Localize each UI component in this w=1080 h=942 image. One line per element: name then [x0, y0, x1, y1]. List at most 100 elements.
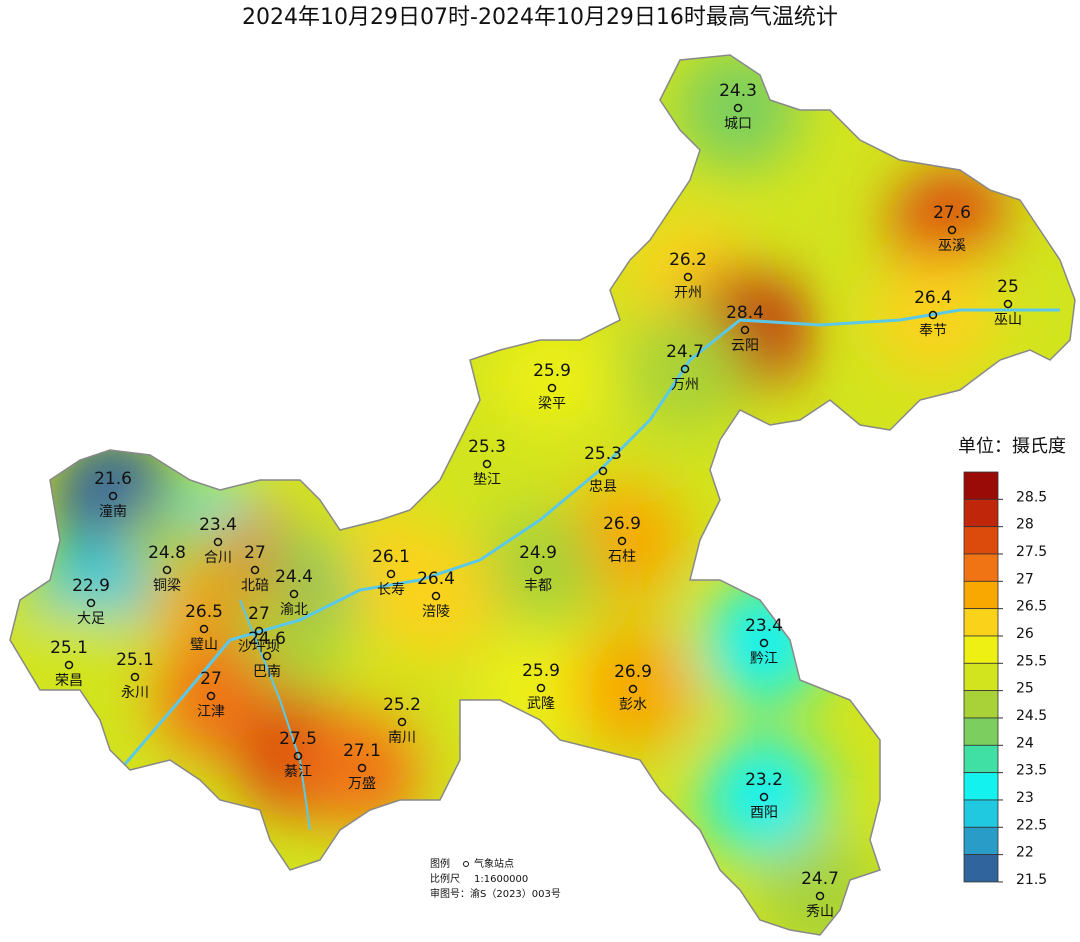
- station-marker: [431, 591, 441, 601]
- station-name: 潼南: [99, 503, 127, 520]
- station-name: 江津: [197, 704, 225, 720]
- river: [239, 599, 311, 831]
- temperature-blob: [300, 706, 424, 830]
- station-marker: [254, 626, 264, 636]
- station-marker: [617, 536, 627, 546]
- station-marker: [64, 660, 74, 670]
- station-value: 24.7: [801, 869, 839, 889]
- station-value: 25.9: [522, 661, 560, 681]
- station-value: 27.5: [279, 729, 317, 749]
- station-value: 25.1: [50, 638, 88, 658]
- colorbar-tick-label: 28.5: [1016, 489, 1047, 505]
- colorbar-tick-label: 22: [1016, 845, 1034, 861]
- scale: 1:1600000: [474, 874, 528, 885]
- station-marker: [293, 751, 303, 761]
- station-name: 大足: [77, 611, 105, 627]
- colorbar-box: [963, 772, 999, 801]
- station-value: 26.4: [914, 288, 952, 308]
- station-name: 城口: [724, 116, 752, 132]
- station-value: 27.1: [343, 741, 381, 761]
- colorbar-box: [963, 580, 999, 610]
- station-marker: [628, 684, 638, 694]
- station-value: 24.6: [248, 629, 286, 649]
- station-marker: [815, 891, 825, 901]
- colorbar-tick-label: 25: [1016, 681, 1034, 697]
- station-name: 荣昌: [55, 673, 83, 689]
- station-value: 24.3: [719, 81, 757, 101]
- station-name: 璧山: [190, 636, 218, 653]
- station-value: 23.4: [199, 515, 237, 535]
- station-name: 彭水: [619, 697, 647, 713]
- station-name: 铜梁: [153, 578, 181, 594]
- station-name: 忠县: [589, 479, 617, 495]
- station-value: 24.9: [519, 543, 557, 563]
- stations: 24.3 城口 27.6 巫溪 26.2 开州 25 巫山 26.4 奉节 28.4 云阳 24.7 万州…: [50, 81, 1022, 920]
- station-value: 25.3: [468, 437, 506, 457]
- station-marker: [206, 691, 216, 701]
- station-value: 22.9: [72, 576, 110, 596]
- colorbar-tick-label: 27: [1016, 571, 1034, 587]
- station-value: 25.2: [383, 695, 421, 715]
- title: 2024年10月29日07时-2024年10月29日16时最高气温统计: [242, 5, 838, 30]
- legend: 图例 气象站点 比例尺 1:1600000 审图号：渝S（2023）003号: [430, 857, 561, 900]
- colorbar-tick-label: 28: [1016, 517, 1034, 533]
- station-marker: [1003, 299, 1013, 309]
- review-number: 审图号：渝S（2023）003号: [430, 887, 561, 900]
- station-name: 北碚: [241, 578, 269, 594]
- station-name: 奉节: [919, 323, 947, 339]
- station-value: 26.5: [185, 602, 223, 622]
- station-name: 石柱: [608, 549, 636, 565]
- colorbar-box: [963, 608, 999, 637]
- scale-label: 比例尺: [430, 872, 460, 885]
- colorbar-tick-label: 26: [1016, 626, 1034, 642]
- colorbar-tick-label: 23.5: [1016, 763, 1047, 779]
- colorbar-tick-label: 27.5: [1016, 544, 1047, 560]
- station-name: 万盛: [348, 776, 376, 792]
- station-name: 长寿: [377, 581, 405, 598]
- station-name: 万州: [671, 377, 699, 393]
- station-name: 渝北: [280, 602, 308, 618]
- colorbar-box: [963, 854, 999, 883]
- station-marker: [130, 672, 140, 682]
- colorbar-box: [963, 744, 999, 774]
- station-name: 武隆: [527, 696, 555, 712]
- station-name: 沙坪坝: [238, 639, 280, 655]
- station-value: 23.2: [745, 770, 783, 790]
- station-value: 23.4: [745, 616, 783, 636]
- temperature-blob: [702, 735, 826, 859]
- station-value: 25.3: [584, 444, 622, 464]
- station-value: 27: [248, 604, 270, 624]
- colorbar-tick-label: 26.5: [1016, 599, 1047, 615]
- station-name: 酉阳: [750, 805, 778, 821]
- colorbar-box: [963, 471, 999, 500]
- station-value: 26.9: [614, 662, 652, 682]
- station-marker: [740, 325, 750, 335]
- station-marker: [482, 459, 492, 469]
- colorbar-tick-label: 24.5: [1016, 708, 1047, 724]
- station-marker: [759, 792, 769, 802]
- station-marker: [108, 491, 118, 501]
- station-value: 24.8: [148, 543, 186, 563]
- colorbar-box: [963, 526, 999, 555]
- colorbar-tick-label: 23: [1016, 790, 1034, 806]
- station-name: 开州: [674, 285, 702, 301]
- station-name: 永川: [121, 685, 149, 701]
- colorbar-box: [963, 635, 999, 664]
- station-value: 27: [244, 543, 266, 563]
- station-value: 26.2: [669, 250, 707, 270]
- station-marker: [397, 717, 407, 727]
- station-marker: [162, 565, 172, 575]
- colorbar-box: [963, 553, 999, 582]
- colorbar-tick-label: 24: [1016, 735, 1034, 751]
- station-name: 黔江: [750, 651, 778, 667]
- colorbar-tick-label: 22.5: [1016, 817, 1047, 833]
- station-name: 秀山: [806, 904, 834, 920]
- temperature-blob: [702, 581, 826, 705]
- station-marker: [199, 624, 209, 634]
- station-value: 25.9: [533, 361, 571, 381]
- station-marker: [598, 466, 608, 476]
- station-marker: [262, 651, 272, 661]
- station-marker: [213, 537, 223, 547]
- station-marker: [683, 272, 693, 282]
